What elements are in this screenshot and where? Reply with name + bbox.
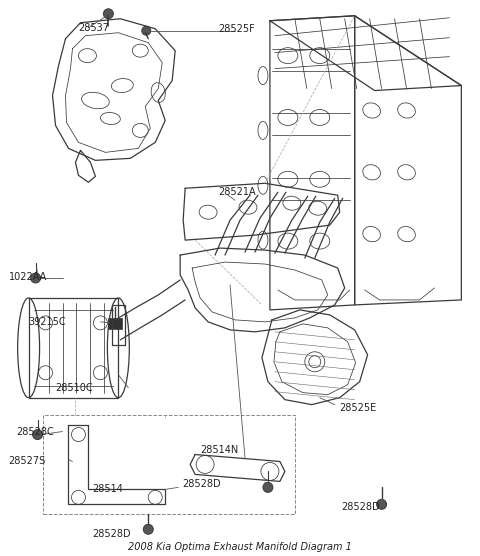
Circle shape xyxy=(144,524,153,534)
Text: 28514: 28514 xyxy=(93,484,123,494)
Bar xyxy=(29,298,119,398)
Text: 28521A: 28521A xyxy=(218,187,256,197)
Circle shape xyxy=(103,9,113,19)
Bar xyxy=(43,415,295,514)
Text: 28528D: 28528D xyxy=(93,529,131,539)
Circle shape xyxy=(377,499,386,509)
Text: 2008 Kia Optima Exhaust Manifold Diagram 1: 2008 Kia Optima Exhaust Manifold Diagram… xyxy=(128,542,352,552)
Circle shape xyxy=(263,483,273,493)
Text: 28528C: 28528C xyxy=(17,426,54,436)
Circle shape xyxy=(31,273,41,283)
Text: 28528D: 28528D xyxy=(182,479,221,489)
Text: 28527S: 28527S xyxy=(9,456,46,466)
Text: 39215C: 39215C xyxy=(29,317,66,327)
Text: 28514N: 28514N xyxy=(200,444,239,454)
Text: 28525F: 28525F xyxy=(218,24,255,34)
Bar xyxy=(108,318,122,329)
Text: 28510C: 28510C xyxy=(56,383,93,393)
Circle shape xyxy=(142,26,151,35)
Circle shape xyxy=(33,430,43,440)
Text: 1022AA: 1022AA xyxy=(9,272,47,282)
Text: 28525E: 28525E xyxy=(340,403,377,413)
Text: 28528D: 28528D xyxy=(342,502,380,512)
Text: 28537: 28537 xyxy=(78,23,109,33)
